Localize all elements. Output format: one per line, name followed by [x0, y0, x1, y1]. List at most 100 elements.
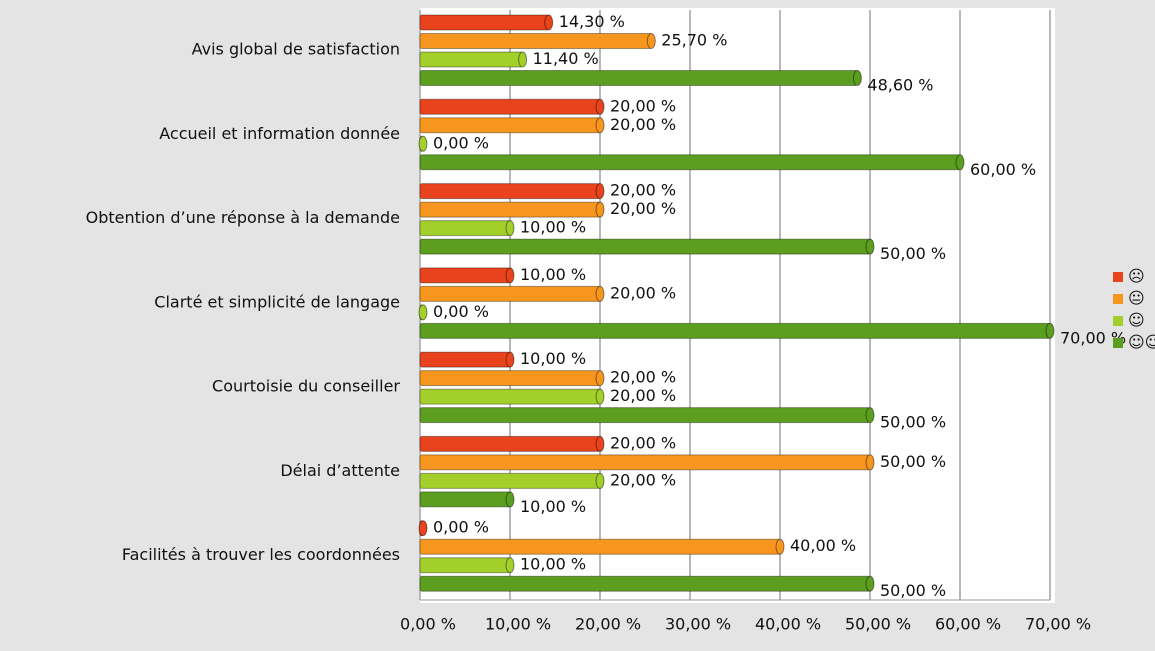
y-tick-label: Délai d’attente	[280, 461, 400, 480]
bar-cap	[505, 491, 515, 508]
y-tick-label: Clarté et simplicité de langage	[154, 292, 400, 311]
bar-cap	[595, 117, 605, 134]
bar-cap	[418, 135, 428, 152]
bar-cap	[852, 70, 862, 86]
x-tick-label: 70,00 %	[1025, 615, 1091, 634]
x-tick-label: 40,00 %	[755, 615, 821, 634]
data-label: 50,00 %	[880, 413, 946, 432]
legend-swatch	[1113, 338, 1123, 348]
data-label: 10,00 %	[520, 555, 586, 574]
bar	[419, 472, 601, 489]
bar-cap	[505, 557, 515, 574]
bar-cap	[955, 154, 965, 171]
data-label: 10,00 %	[520, 349, 586, 368]
bar	[419, 322, 1051, 339]
bar-cap	[595, 183, 605, 200]
x-tick-label: 0,00 %	[400, 615, 456, 634]
bar	[419, 154, 961, 171]
data-label: 40,00 %	[790, 536, 856, 555]
bar-cap	[595, 472, 605, 489]
data-label: 60,00 %	[970, 160, 1036, 179]
bar-cap	[775, 538, 785, 555]
x-tick-label: 30,00 %	[665, 615, 731, 634]
bar-cap	[595, 388, 605, 405]
bar	[419, 575, 871, 592]
data-label: 25,70 %	[661, 31, 727, 50]
bar	[419, 267, 511, 284]
bar-cap	[505, 267, 515, 284]
bar	[419, 70, 858, 86]
data-label: 48,60 %	[867, 76, 933, 95]
bar-cap	[595, 370, 605, 387]
bar	[419, 14, 550, 31]
bar	[419, 183, 601, 200]
bar	[419, 285, 601, 302]
bar	[419, 407, 871, 424]
y-tick-label: Avis global de satisfaction	[192, 40, 400, 59]
bar	[419, 220, 511, 237]
bar	[419, 33, 652, 49]
y-tick-label: Facilités à trouver les coordonnées	[122, 545, 400, 564]
x-tick-label: 50,00 %	[845, 615, 911, 634]
data-label: 10,00 %	[520, 497, 586, 516]
y-tick-label: Accueil et information donnée	[159, 124, 400, 143]
bar-cap	[646, 33, 656, 49]
y-tick-label: Courtoisie du conseiller	[212, 377, 400, 396]
data-label: 20,00 %	[610, 283, 676, 302]
data-label: 20,00 %	[610, 433, 676, 452]
bar-cap	[865, 575, 875, 592]
bar	[419, 454, 871, 471]
data-label: 20,00 %	[610, 470, 676, 489]
bar	[419, 51, 524, 68]
bar	[419, 351, 511, 368]
data-label: 50,00 %	[880, 244, 946, 263]
data-label: 0,00 %	[433, 518, 489, 537]
data-label: 20,00 %	[610, 386, 676, 405]
x-tick-label: 60,00 %	[935, 615, 1001, 634]
bar	[419, 370, 601, 387]
data-label: 20,00 %	[610, 181, 676, 200]
legend-label: ☺	[1128, 311, 1145, 330]
data-label: 0,00 %	[433, 302, 489, 321]
bar-cap	[544, 14, 554, 31]
legend-swatch	[1113, 316, 1123, 326]
bar-cap	[865, 407, 875, 424]
bar-cap	[865, 238, 875, 255]
data-label: 20,00 %	[610, 96, 676, 115]
bar	[419, 557, 511, 574]
bar	[419, 388, 601, 405]
data-label: 20,00 %	[610, 115, 676, 134]
data-label: 20,00 %	[610, 368, 676, 387]
bar	[419, 435, 601, 452]
bar-cap	[595, 98, 605, 115]
bar	[419, 117, 601, 134]
bar-cap	[418, 520, 428, 537]
bar-cap	[518, 51, 528, 68]
bar-cap	[1045, 322, 1055, 339]
data-label: 70,00 %	[1060, 328, 1126, 347]
bar-cap	[865, 454, 875, 471]
bar-cap	[505, 351, 515, 368]
x-tick-label: 20,00 %	[575, 615, 641, 634]
data-label: 11,40 %	[533, 49, 599, 68]
data-label: 0,00 %	[433, 133, 489, 152]
x-tick-label: 10,00 %	[485, 615, 551, 634]
data-label: 10,00 %	[520, 218, 586, 237]
bar	[419, 201, 601, 218]
data-label: 10,00 %	[520, 265, 586, 284]
data-label: 50,00 %	[880, 581, 946, 600]
legend-label: 😐	[1128, 289, 1145, 308]
bar-cap	[595, 435, 605, 452]
bar-cap	[505, 220, 515, 237]
y-tick-label: Obtention d’une réponse à la demande	[86, 208, 400, 227]
legend-label: ☹	[1128, 267, 1145, 286]
bar-cap	[595, 285, 605, 302]
bar	[419, 491, 511, 508]
legend-swatch	[1113, 272, 1123, 282]
bar	[419, 238, 871, 255]
legend-swatch	[1113, 294, 1123, 304]
data-label: 50,00 %	[880, 452, 946, 471]
bar-cap	[595, 201, 605, 218]
legend-label: ☺☺	[1128, 333, 1155, 352]
